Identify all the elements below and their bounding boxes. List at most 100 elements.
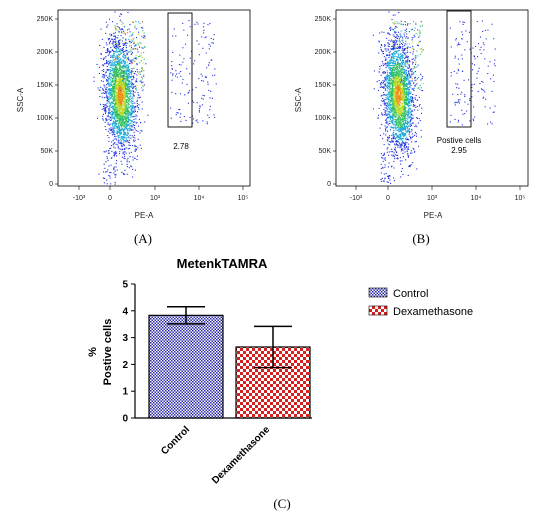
scatter-point bbox=[118, 95, 120, 97]
scatter-point bbox=[111, 69, 113, 71]
scatter-point bbox=[411, 118, 413, 120]
scatter-point bbox=[383, 83, 385, 85]
scatter-point bbox=[128, 93, 130, 95]
scatter-point bbox=[207, 114, 209, 116]
scatter-point bbox=[393, 72, 395, 74]
scatter-point bbox=[391, 78, 393, 80]
scatter-point bbox=[128, 69, 130, 71]
plot-frame-b bbox=[335, 9, 529, 187]
scatter-point bbox=[391, 109, 393, 111]
scatter-point bbox=[179, 54, 181, 56]
scatter-point bbox=[125, 100, 127, 102]
scatter-point bbox=[396, 58, 398, 60]
scatter-point bbox=[117, 106, 119, 108]
scatter-point bbox=[113, 92, 115, 94]
scatter-point bbox=[124, 128, 126, 130]
scatter-point bbox=[110, 35, 112, 37]
scatter-point bbox=[387, 43, 389, 45]
scatter-point bbox=[393, 69, 395, 71]
x-tick-a-1: 0 bbox=[108, 195, 112, 202]
scatter-point bbox=[400, 83, 402, 85]
scatter-point bbox=[408, 108, 410, 110]
scatter-point bbox=[392, 63, 394, 65]
scatter-point bbox=[113, 111, 115, 113]
scatter-point bbox=[114, 79, 116, 81]
scatter-point bbox=[399, 120, 401, 122]
scatter-point bbox=[413, 90, 415, 92]
scatter-point bbox=[123, 97, 125, 99]
scatter-point bbox=[110, 70, 112, 72]
scatter-point bbox=[115, 70, 117, 72]
scatter-point bbox=[116, 133, 118, 135]
scatter-point bbox=[201, 75, 203, 77]
scatter-point bbox=[117, 120, 119, 122]
scatter-point bbox=[114, 174, 116, 176]
scatter-point bbox=[399, 113, 401, 115]
scatter-point bbox=[118, 88, 120, 90]
scatter-point bbox=[116, 80, 118, 82]
scatter-point bbox=[400, 134, 402, 136]
scatter-point bbox=[108, 150, 110, 152]
scatter-point bbox=[104, 92, 106, 94]
scatter-point bbox=[116, 126, 118, 128]
scatter-point bbox=[114, 75, 116, 77]
scatter-point bbox=[211, 59, 213, 61]
scatter-point bbox=[142, 62, 144, 64]
scatter-point bbox=[411, 96, 413, 98]
scatter-point bbox=[388, 92, 390, 94]
scatter-point bbox=[396, 105, 398, 107]
scatter-point bbox=[118, 103, 120, 105]
scatter-point bbox=[123, 130, 125, 132]
scatter-point bbox=[136, 122, 138, 124]
scatter-point bbox=[127, 141, 129, 143]
scatter-point bbox=[123, 55, 125, 57]
scatter-point bbox=[120, 78, 122, 80]
scatter-point bbox=[107, 54, 109, 56]
scatter-point bbox=[392, 110, 394, 112]
scatter-point bbox=[207, 24, 209, 26]
scatter-point bbox=[127, 133, 129, 135]
scatter-point bbox=[417, 45, 419, 47]
scatter-point bbox=[116, 71, 118, 73]
scatter-point bbox=[397, 48, 399, 50]
scatter-point bbox=[403, 83, 405, 85]
scatter-point bbox=[120, 91, 122, 93]
scatter-point bbox=[388, 67, 390, 69]
scatter-point bbox=[401, 119, 403, 121]
scatter-point bbox=[395, 50, 397, 52]
scatter-point bbox=[409, 80, 411, 82]
scatter-point bbox=[131, 71, 133, 73]
scatter-point bbox=[410, 96, 412, 98]
scatter-point bbox=[107, 98, 109, 100]
scatter-point bbox=[387, 143, 389, 145]
scatter-point bbox=[125, 65, 127, 67]
scatter-point bbox=[407, 51, 409, 53]
scatter-point bbox=[132, 48, 134, 50]
scatter-point bbox=[395, 40, 397, 42]
scatter-point bbox=[114, 83, 116, 85]
scatter-point bbox=[143, 52, 145, 54]
scatter-point bbox=[131, 111, 133, 113]
scatter-point bbox=[123, 30, 125, 32]
scatter-point bbox=[110, 55, 112, 57]
scatter-point bbox=[122, 76, 124, 78]
scatter-point bbox=[404, 127, 406, 129]
scatter-point bbox=[395, 140, 397, 142]
scatter-point bbox=[122, 77, 124, 79]
scatter-point bbox=[404, 129, 406, 131]
scatter-point bbox=[401, 61, 403, 63]
scatter-point bbox=[196, 102, 198, 104]
scatter-point bbox=[408, 133, 410, 135]
scatter-point bbox=[120, 79, 122, 81]
scatter-point bbox=[414, 57, 416, 59]
scatter-point bbox=[188, 91, 190, 93]
scatter-point bbox=[387, 80, 389, 82]
scatter-point bbox=[134, 149, 136, 151]
scatter-point bbox=[129, 90, 131, 92]
scatter-point bbox=[422, 49, 424, 51]
scatter-point bbox=[134, 128, 136, 130]
scatter-point bbox=[391, 114, 393, 116]
scatter-point bbox=[396, 126, 398, 128]
scatter-point bbox=[182, 61, 184, 63]
scatter-point bbox=[128, 130, 130, 132]
